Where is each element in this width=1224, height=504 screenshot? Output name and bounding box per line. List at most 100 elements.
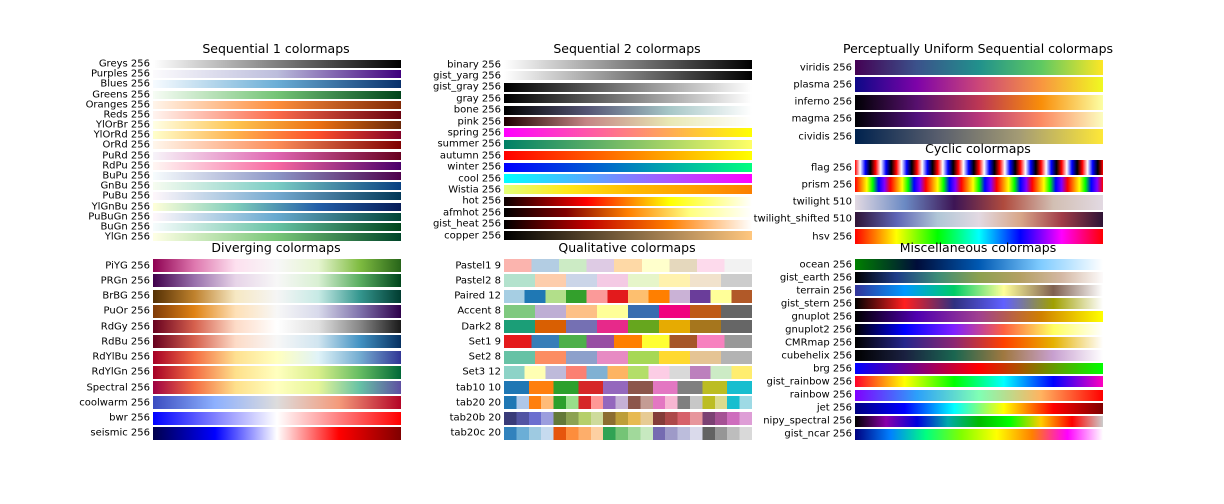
colormap-bar-magma-256 bbox=[855, 111, 1103, 127]
colormap-bar-ylgnbu-256 bbox=[153, 202, 401, 211]
colormap-label: BrBG 256 bbox=[102, 290, 150, 302]
colormap-bar-seismic-256 bbox=[153, 426, 401, 440]
colormap-label: PuBuGn 256 bbox=[88, 211, 150, 223]
colormap-bar-coolwarm-256 bbox=[153, 396, 401, 410]
colormap-label: Purples 256 bbox=[90, 68, 150, 80]
colormap-bar-ylorrd-256 bbox=[153, 131, 401, 140]
colormap-bar-rdylgn-256 bbox=[153, 365, 401, 379]
colormap-label: Wistia 256 bbox=[448, 184, 501, 196]
colormap-label: Pastel1 9 bbox=[455, 260, 501, 271]
colormap-bar-pastel1-9 bbox=[504, 259, 752, 272]
colormap-label: twilight_shifted 510 bbox=[753, 213, 852, 225]
colormap-label: Spectral 256 bbox=[86, 382, 150, 393]
colormap-bar-puor-256 bbox=[153, 304, 401, 318]
colormap-label: PRGn 256 bbox=[100, 275, 150, 287]
colormap-bar-bone-256 bbox=[504, 105, 752, 115]
colormap-bar-greys-256 bbox=[153, 60, 401, 68]
colormap-label: bwr 256 bbox=[109, 412, 150, 424]
colormap-label: hot 256 bbox=[462, 195, 501, 207]
colormap-label: YlOrBr 256 bbox=[95, 119, 150, 131]
colormap-label: viridis 256 bbox=[799, 62, 852, 73]
colormap-bar-nipy-spectral-256 bbox=[855, 415, 1103, 427]
colormap-label: coolwarm 256 bbox=[79, 397, 150, 409]
colormap-label: Set1 9 bbox=[468, 336, 501, 348]
colormap-bar-twilight-shifted-510 bbox=[855, 211, 1103, 227]
colormap-bar-tab20b-20 bbox=[504, 411, 752, 425]
colormap-bar-cmrmap-256 bbox=[855, 337, 1103, 349]
colormap-label: copper 256 bbox=[444, 230, 501, 241]
colormap-label: hsv 256 bbox=[812, 231, 852, 243]
colormap-bar-orrd-256 bbox=[153, 141, 401, 150]
colormap-bar-rdpu-256 bbox=[153, 161, 401, 170]
colormap-bar-spring-256 bbox=[504, 128, 752, 138]
colormap-label: Set3 12 bbox=[462, 366, 501, 378]
panel-title-cyclic-colormaps: Cyclic colormaps bbox=[925, 141, 1031, 156]
colormap-bar-purples-256 bbox=[153, 70, 401, 79]
colormap-label: Blues 256 bbox=[100, 78, 150, 90]
colormap-label: Paired 12 bbox=[454, 290, 501, 302]
colormap-label: gist_ncar 256 bbox=[784, 428, 852, 440]
colormap-bar-pink-256 bbox=[504, 117, 752, 126]
colormap-bar-gist-ncar-256 bbox=[855, 428, 1103, 440]
colormap-label: YlGnBu 256 bbox=[91, 201, 150, 213]
colormap-label: Set2 8 bbox=[468, 351, 501, 363]
colormap-label: gnuplot 256 bbox=[791, 311, 852, 323]
colormap-bar-ylorbr-256 bbox=[153, 121, 401, 130]
colormap-label: cool 256 bbox=[458, 173, 501, 184]
colormap-bar-prgn-256 bbox=[153, 274, 401, 288]
colormap-bar-winter-256 bbox=[504, 162, 752, 172]
panel-title-sequential-1-colormaps: Sequential 1 colormaps bbox=[202, 41, 350, 56]
colormap-bar-bupu-256 bbox=[153, 171, 401, 180]
colormap-label: gist_earth 256 bbox=[779, 272, 852, 284]
colormap-bar-bugn-256 bbox=[153, 222, 401, 231]
colormap-bar-gist-earth-256 bbox=[855, 272, 1103, 284]
colormap-label: RdBu 256 bbox=[101, 336, 150, 348]
colormap-label: gray 256 bbox=[456, 93, 501, 105]
colormap-bar-set2-8 bbox=[504, 350, 752, 364]
colormap-label: tab20b 20 bbox=[449, 412, 501, 424]
colormap-label: YlOrRd 256 bbox=[93, 129, 150, 141]
colormap-label: PuBu 256 bbox=[102, 190, 150, 202]
colormap-label: terrain 256 bbox=[796, 285, 852, 297]
colormap-label: binary 256 bbox=[447, 59, 501, 70]
colormap-label: tab20c 20 bbox=[450, 427, 501, 439]
colormap-label: GnBu 256 bbox=[100, 180, 150, 192]
colormap-label: jet 256 bbox=[816, 402, 852, 414]
colormap-label: rainbow 256 bbox=[789, 389, 852, 401]
colormap-label: Pastel2 8 bbox=[455, 275, 501, 287]
colormap-bar-bwr-256 bbox=[153, 411, 401, 425]
colormap-label: plasma 256 bbox=[793, 79, 852, 91]
colormap-bar-gnuplot-256 bbox=[855, 311, 1103, 323]
colormap-bar-pastel2-8 bbox=[504, 274, 752, 288]
colormap-label: twilight 510 bbox=[792, 196, 852, 208]
colormap-bar-gist-gray-256 bbox=[504, 82, 752, 92]
colormap-bar-greens-256 bbox=[153, 90, 401, 99]
colormap-label: flag 256 bbox=[810, 162, 852, 173]
colormap-bar-gnbu-256 bbox=[153, 182, 401, 191]
colormap-bar-gist-yarg-256 bbox=[504, 71, 752, 81]
colormap-label: OrRd 256 bbox=[102, 139, 150, 151]
colormap-bar-hsv-256 bbox=[855, 229, 1103, 245]
colormap-label: pink 256 bbox=[457, 116, 501, 127]
colormap-label: gnuplot2 256 bbox=[785, 324, 852, 336]
colormap-label: afmhot 256 bbox=[442, 207, 501, 219]
colormap-bar-cool-256 bbox=[504, 174, 752, 183]
colormap-bar-copper-256 bbox=[504, 231, 752, 240]
colormap-bar-tab10-10 bbox=[504, 381, 752, 394]
colormap-label: PiYG 256 bbox=[105, 260, 150, 271]
colormap-label: tab10 10 bbox=[455, 382, 501, 393]
colormap-bar-flag-256 bbox=[855, 160, 1103, 175]
colormap-label: Greys 256 bbox=[98, 58, 150, 70]
panel-title-qualitative-colormaps: Qualitative colormaps bbox=[558, 240, 696, 255]
colormap-bar-blues-256 bbox=[153, 80, 401, 89]
colormap-bar-purd-256 bbox=[153, 151, 401, 160]
colormap-label: prism 256 bbox=[801, 179, 852, 191]
colormap-label: RdYlBu 256 bbox=[92, 351, 150, 363]
colormap-bar-tab20-20 bbox=[504, 396, 752, 410]
colormap-bar-gist-heat-256 bbox=[504, 219, 752, 229]
colormap-bar-rdbu-256 bbox=[153, 335, 401, 349]
colormap-bar-pubu-256 bbox=[153, 192, 401, 201]
colormap-label: seismic 256 bbox=[90, 427, 150, 439]
colormap-bar-jet-256 bbox=[855, 402, 1103, 414]
